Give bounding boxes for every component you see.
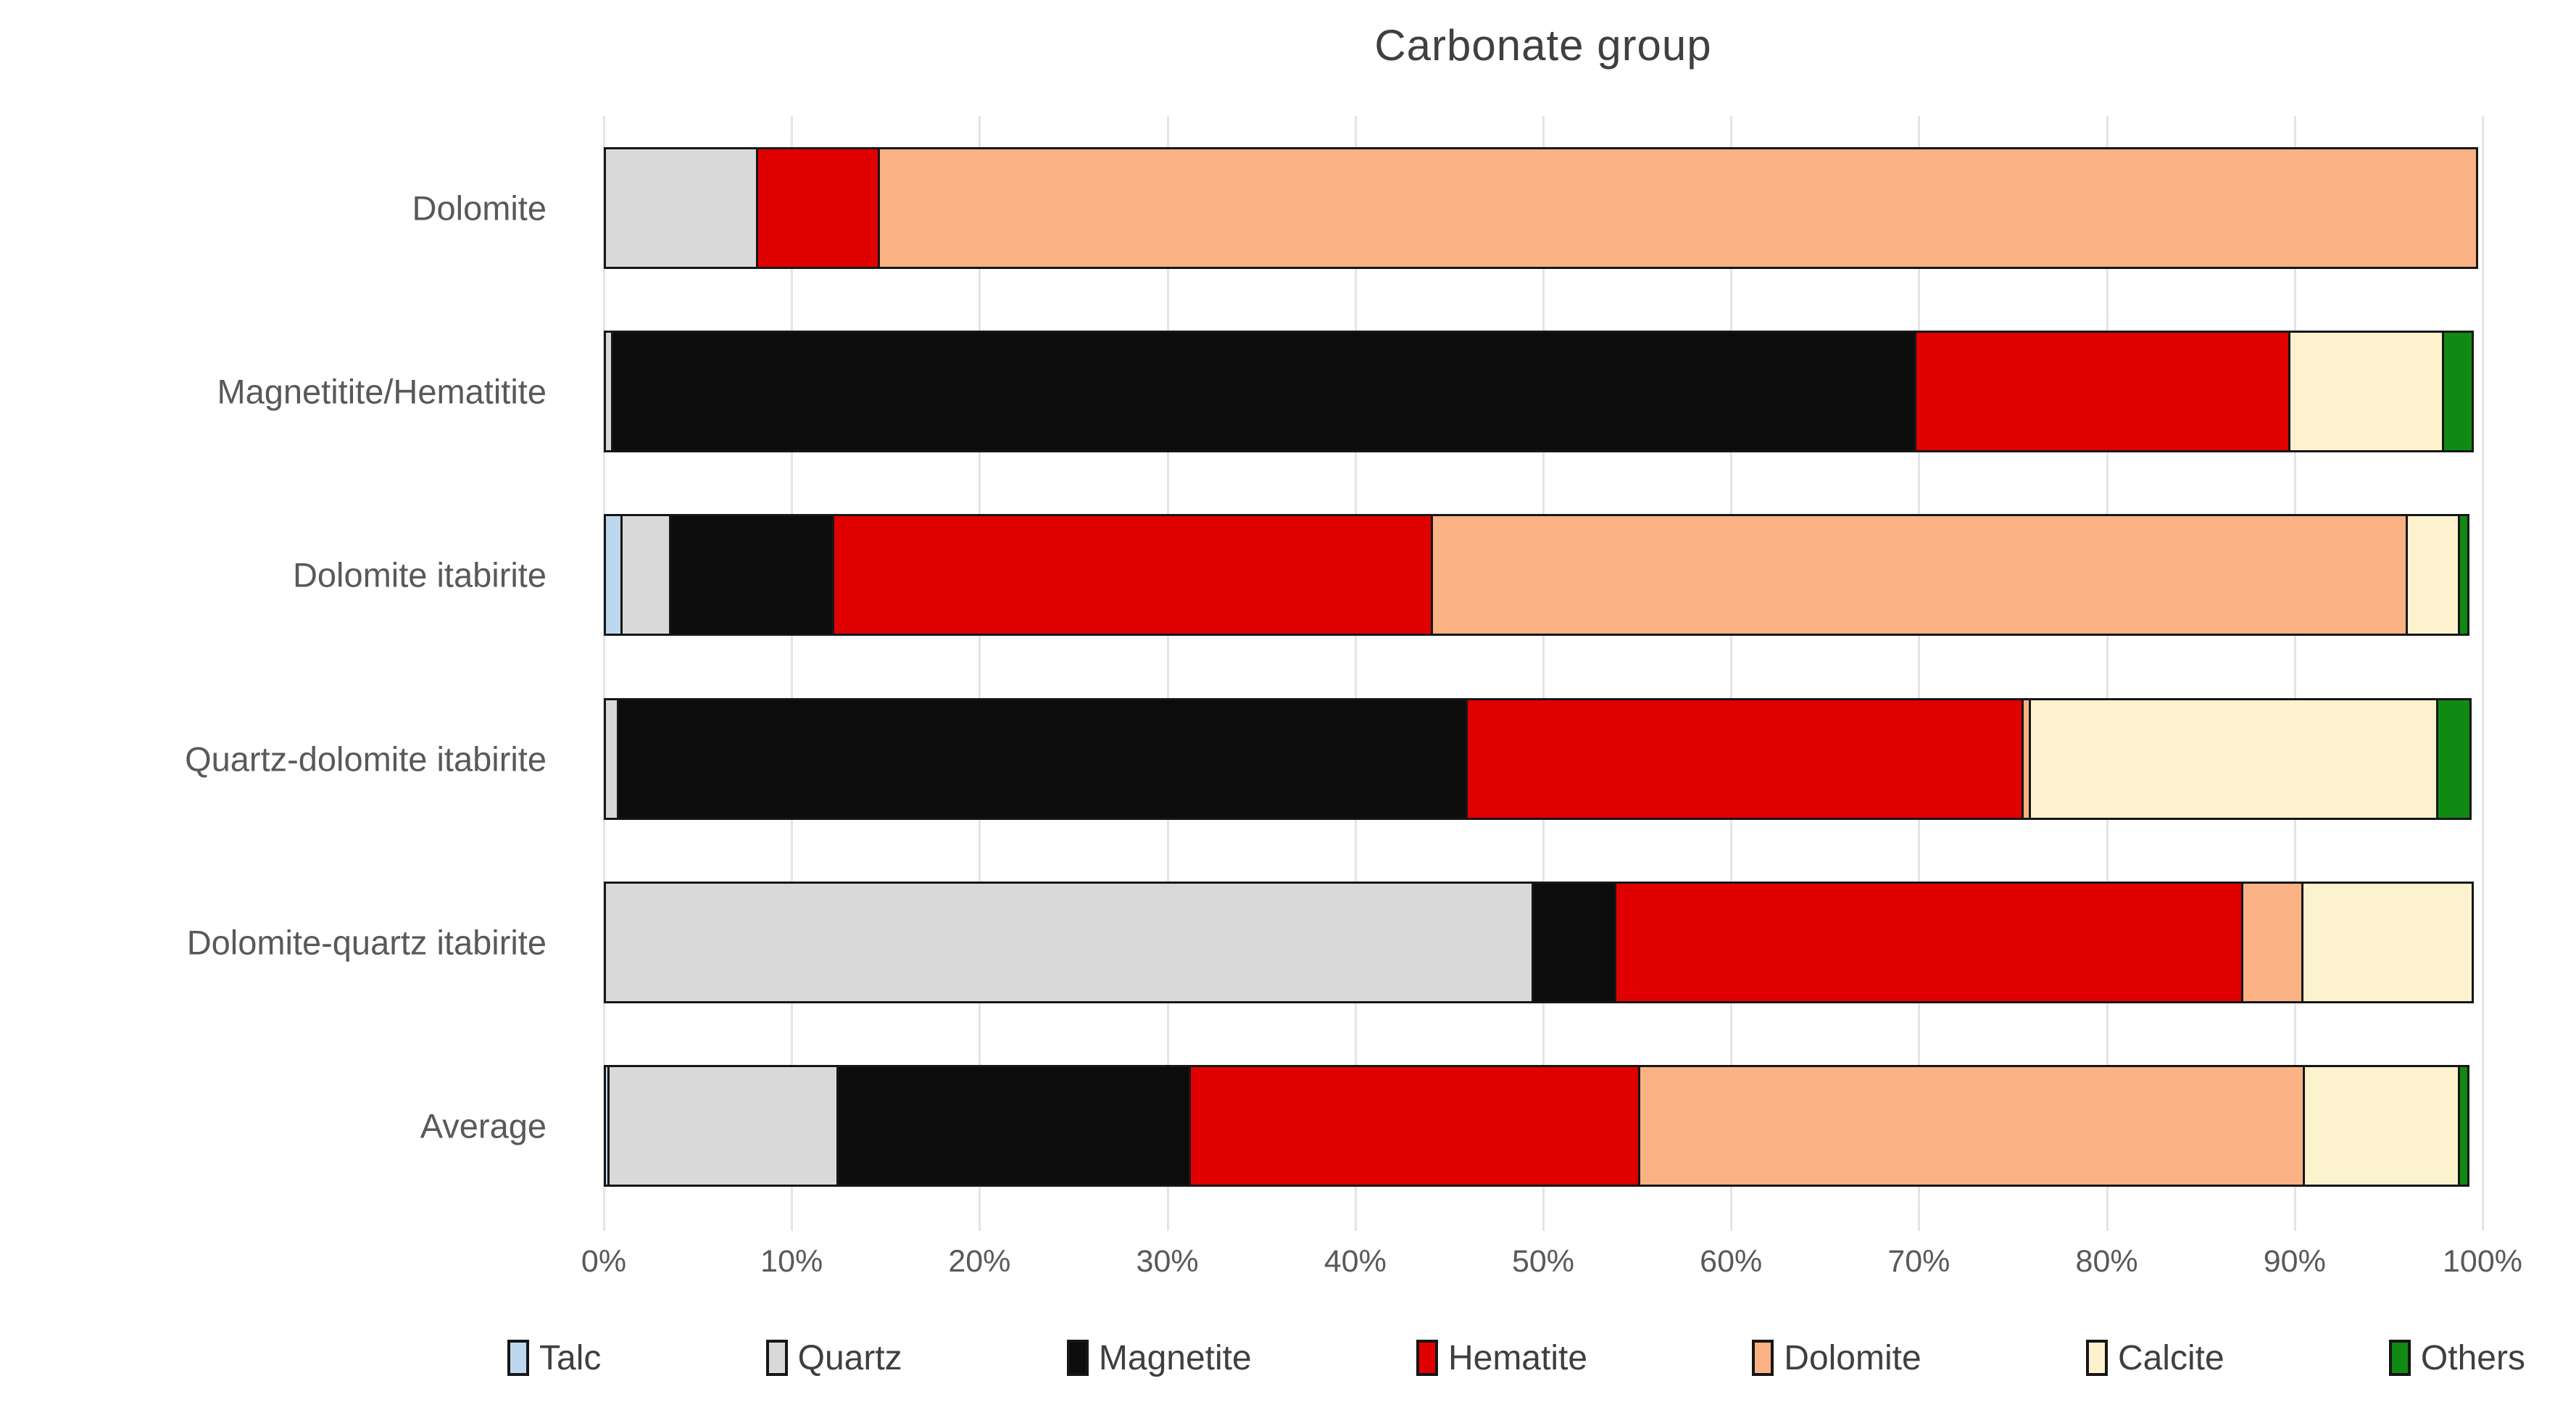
legend-swatch-icon — [1416, 1340, 1438, 1376]
legend-label: Talc — [539, 1338, 602, 1377]
legend-item-talc: Talc — [507, 1338, 601, 1378]
legend-item-hematite: Hematite — [1416, 1338, 1587, 1378]
bar-row — [604, 882, 2482, 1003]
bar-segment-calcite — [2288, 331, 2444, 452]
legend-label: Calcite — [2117, 1338, 2224, 1377]
legend-item-calcite: Calcite — [2085, 1338, 2224, 1378]
x-tick-label: 80% — [2075, 1244, 2138, 1279]
category-label: Dolomite-quartz itabirite — [186, 923, 547, 962]
bar-segment-hematite — [1465, 697, 2024, 820]
gridline — [1918, 116, 1921, 1231]
x-tick-label: 60% — [1700, 1244, 1763, 1279]
x-tick-label: 30% — [1136, 1244, 1199, 1279]
bar-row — [604, 514, 2482, 637]
legend-swatch-icon — [1752, 1340, 1774, 1376]
bar-segment-dolomite — [2240, 882, 2303, 1003]
bar-segment-hematite — [755, 146, 880, 269]
legend-item-others: Others — [2388, 1338, 2525, 1378]
category-label: Average — [420, 1106, 547, 1145]
x-tick-label: 100% — [2443, 1244, 2522, 1279]
bar-row — [604, 697, 2482, 820]
category-label: Dolomite itabirite — [292, 555, 547, 594]
x-tick-label: 0% — [581, 1244, 627, 1279]
x-tick-label: 90% — [2263, 1244, 2326, 1279]
gridline — [2293, 116, 2296, 1231]
x-tick-label: 10% — [760, 1244, 823, 1279]
legend-label: Quartz — [797, 1338, 902, 1377]
bar-segment-quartz — [604, 882, 1534, 1003]
legend-swatch-icon — [507, 1340, 529, 1376]
bar-segment-magnetite — [1532, 882, 1616, 1003]
legend-item-magnetite: Magnetite — [1066, 1338, 1252, 1378]
gridline — [1166, 116, 1169, 1231]
bar-segment-dolomite — [1431, 514, 2409, 637]
gridline — [979, 116, 981, 1231]
category-axis: Dolomite Magnetitite/Hematitite Dolomite i… — [0, 116, 573, 1218]
bar-segment-others — [2458, 1065, 2469, 1187]
bar-segment-hematite — [1189, 1065, 1640, 1187]
plot-area — [603, 116, 2484, 1231]
gridline — [791, 116, 794, 1231]
gridline — [603, 116, 605, 1231]
legend-swatch-icon — [2388, 1340, 2411, 1376]
bar-row — [604, 1065, 2482, 1187]
gridline — [1730, 116, 1733, 1231]
legend-item-dolomite: Dolomite — [1752, 1338, 1921, 1378]
bar-row — [604, 146, 2482, 269]
legend-swatch-icon — [2085, 1340, 2108, 1376]
legend-label: Others — [2420, 1338, 2525, 1377]
bar-segment-calcite — [2301, 882, 2474, 1003]
bar-segment-calcite — [2406, 514, 2461, 637]
legend-swatch-icon — [765, 1340, 788, 1376]
gridline — [2482, 116, 2484, 1231]
x-tick-label: 40% — [1324, 1244, 1387, 1279]
gridline — [2106, 116, 2108, 1231]
bar-segment-magnetite — [616, 697, 1468, 820]
bar-segment-others — [2435, 697, 2472, 820]
bar-segment-magnetite — [668, 514, 834, 637]
bar-segment-hematite — [1914, 331, 2290, 452]
x-axis-tick-labels: 0% 10% 20% 30% 40% 50% 60% 70% 80% 90% 100% — [581, 1244, 2522, 1295]
gridline — [1542, 116, 1545, 1231]
gridline — [1354, 116, 1357, 1231]
legend-item-quartz: Quartz — [765, 1338, 902, 1378]
bar-segment-quartz — [604, 146, 758, 269]
chart-title: Carbonate group — [1374, 21, 1712, 70]
category-label: Dolomite — [412, 188, 547, 228]
category-label: Magnetitite/Hematitite — [217, 372, 547, 411]
bar-segment-hematite — [1613, 882, 2243, 1003]
x-tick-label: 20% — [948, 1244, 1011, 1279]
bar-segment-calcite — [2302, 1065, 2461, 1187]
bar-segment-others — [2458, 514, 2469, 637]
x-tick-label: 70% — [1887, 1244, 1950, 1279]
legend-label: Hematite — [1447, 1338, 1588, 1377]
legend-label: Magnetite — [1098, 1338, 1252, 1377]
bar-segment-calcite — [2028, 697, 2438, 820]
bar-segment-dolomite — [877, 146, 2478, 269]
bar-segment-dolomite — [1637, 1065, 2305, 1187]
bar-segment-magnetite — [836, 1065, 1192, 1187]
bar-segment-quartz — [620, 514, 671, 637]
bar-segment-others — [2441, 331, 2474, 452]
bar-row — [604, 331, 2482, 452]
bar-segment-hematite — [831, 514, 1434, 637]
legend: Talc Quartz Magnetite Hematite Dolomite Calci… — [507, 1325, 2525, 1390]
x-tick-label: 50% — [1511, 1244, 1575, 1279]
bar-segment-magnetite — [610, 331, 1917, 452]
category-label: Quartz-dolomite itabirite — [185, 739, 547, 779]
legend-label: Dolomite — [1784, 1338, 1921, 1377]
bar-segment-quartz — [607, 1065, 839, 1187]
legend-swatch-icon — [1066, 1340, 1089, 1376]
